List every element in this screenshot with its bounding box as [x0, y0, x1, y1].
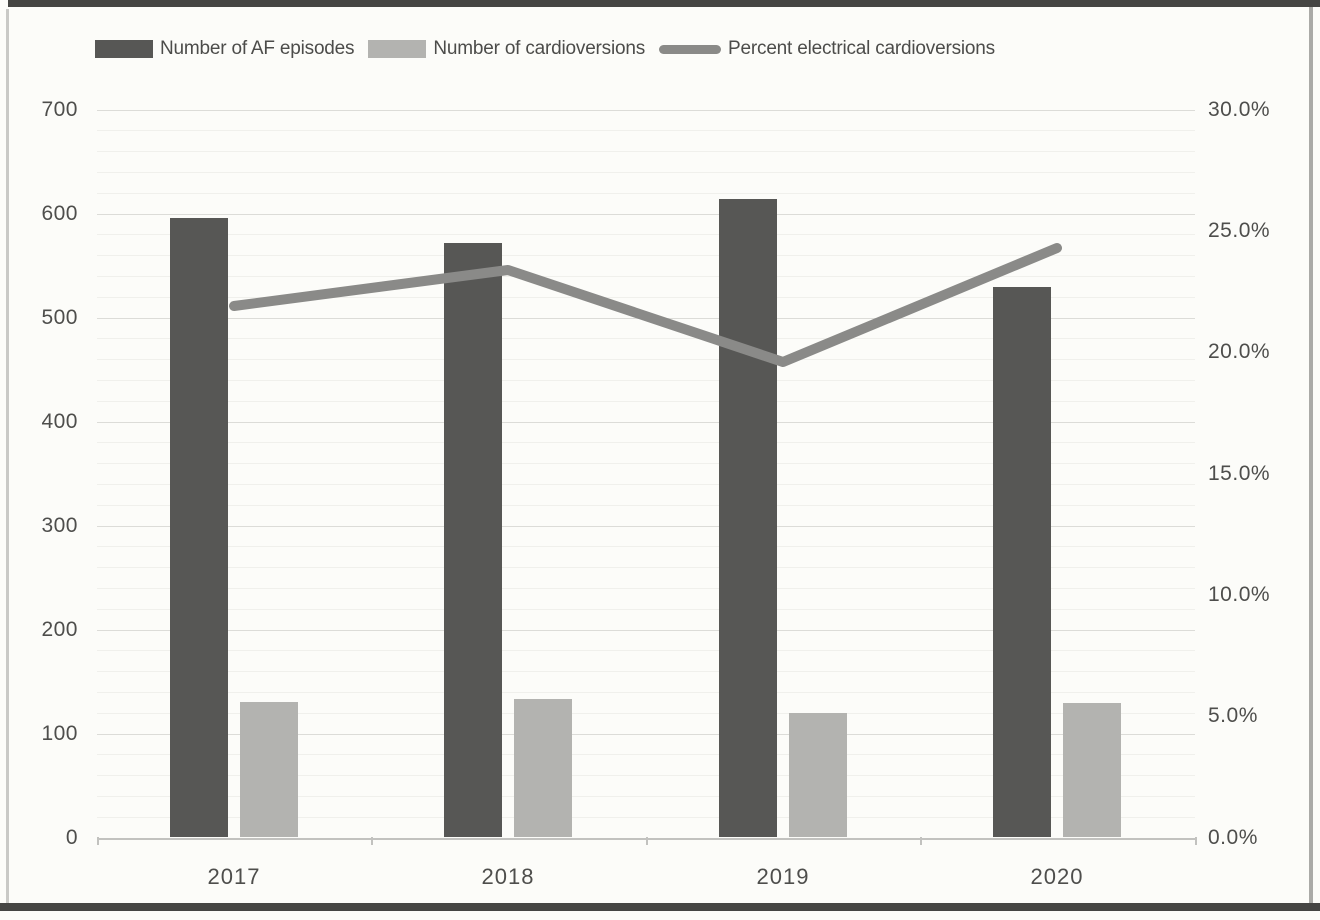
legend-item-percent-electrical: Percent electrical cardioversions — [659, 38, 995, 60]
gridline-minor — [97, 380, 1195, 381]
legend-label-cardioversions: Number of cardioversions — [433, 38, 646, 59]
gridline-minor — [97, 484, 1195, 485]
x-axis-tick — [920, 837, 922, 845]
gridline-minor — [97, 151, 1195, 152]
right-axis-tick-label: 25.0% — [1208, 219, 1271, 242]
x-axis-label-2017: 2017 — [207, 864, 261, 889]
bar-cardioversions-2020 — [1063, 703, 1121, 837]
gridline-minor — [97, 255, 1195, 256]
bar-cardioversions-2018 — [514, 699, 572, 837]
gridline-minor — [97, 276, 1195, 277]
x-axis-label-2018: 2018 — [481, 864, 535, 889]
gridline-major — [97, 526, 1195, 527]
gridline-minor — [97, 401, 1195, 402]
af-episodes-swatch-icon — [95, 40, 153, 58]
gridline-major — [97, 214, 1195, 215]
gridline-minor — [97, 671, 1195, 672]
x-axis-tick — [371, 837, 373, 845]
gridline-major — [97, 110, 1195, 111]
gridline-minor — [97, 130, 1195, 131]
x-axis-label-2020: 2020 — [1030, 864, 1084, 889]
frame-bottom-border — [0, 903, 1320, 911]
percent-electrical-line-swatch-icon — [659, 44, 722, 54]
legend-label-percent-electrical: Percent electrical cardioversions — [728, 38, 995, 59]
frame-top-border — [8, 0, 1320, 7]
cardioversions-swatch-icon — [368, 40, 427, 58]
gridline-minor — [97, 546, 1195, 547]
left-axis-tick-label: 300 — [41, 514, 78, 537]
left-axis-tick-label: 400 — [41, 410, 78, 433]
gridline-minor — [97, 234, 1195, 235]
legend-label-af-episodes: Number of AF episodes — [160, 38, 355, 59]
gridline-minor — [97, 796, 1195, 797]
gridline-minor — [97, 588, 1195, 589]
gridline-major — [97, 422, 1195, 423]
frame-right-border — [1309, 7, 1313, 903]
right-axis-tick-label: 0.0% — [1208, 826, 1258, 849]
gridline-minor — [97, 817, 1195, 818]
right-axis-tick-label: 30.0% — [1208, 98, 1271, 121]
bar-af-episodes-2020 — [993, 287, 1051, 837]
frame-left-border — [6, 9, 9, 903]
bar-af-episodes-2018 — [444, 243, 502, 837]
gridline-minor — [97, 463, 1195, 464]
left-axis-tick-label: 100 — [41, 722, 78, 745]
left-axis-tick-label: 0 — [65, 826, 78, 849]
left-axis-tick-label: 600 — [41, 202, 78, 225]
gridline-minor — [97, 754, 1195, 755]
gridline-minor — [97, 193, 1195, 194]
percent-electrical-cardioversions-line — [229, 243, 1062, 367]
x-axis-label-2019: 2019 — [756, 864, 810, 889]
gridline-minor — [97, 609, 1195, 610]
gridline-minor — [97, 567, 1195, 568]
bar-af-episodes-2017 — [170, 218, 228, 837]
x-axis-tick — [1195, 837, 1197, 845]
gridline-major — [97, 630, 1195, 631]
left-axis-tick-label: 700 — [41, 98, 78, 121]
right-axis-tick-label: 10.0% — [1208, 583, 1271, 606]
gridline-minor — [97, 713, 1195, 714]
gridline-minor — [97, 172, 1195, 173]
right-axis-tick-label: 5.0% — [1208, 704, 1258, 727]
gridline-major — [97, 734, 1195, 735]
right-axis-tick-label: 15.0% — [1208, 462, 1271, 485]
legend-item-af-episodes: Number of AF episodes — [95, 38, 355, 60]
x-axis-tick — [97, 837, 99, 845]
gridline-minor — [97, 650, 1195, 651]
gridline-minor — [97, 775, 1195, 776]
right-axis-tick-label: 20.0% — [1208, 340, 1271, 363]
bar-af-episodes-2019 — [719, 199, 777, 837]
bar-cardioversions-2017 — [240, 702, 298, 837]
x-axis-tick — [646, 837, 648, 845]
bar-cardioversions-2019 — [789, 713, 847, 837]
left-axis-tick-label: 200 — [41, 618, 78, 641]
legend: Number of AF episodes Number of cardiove… — [95, 36, 995, 62]
left-axis-tick-label: 500 — [41, 306, 78, 329]
gridline-minor — [97, 692, 1195, 693]
gridline-minor — [97, 505, 1195, 506]
gridline-minor — [97, 442, 1195, 443]
legend-item-cardioversions: Number of cardioversions — [368, 38, 645, 60]
